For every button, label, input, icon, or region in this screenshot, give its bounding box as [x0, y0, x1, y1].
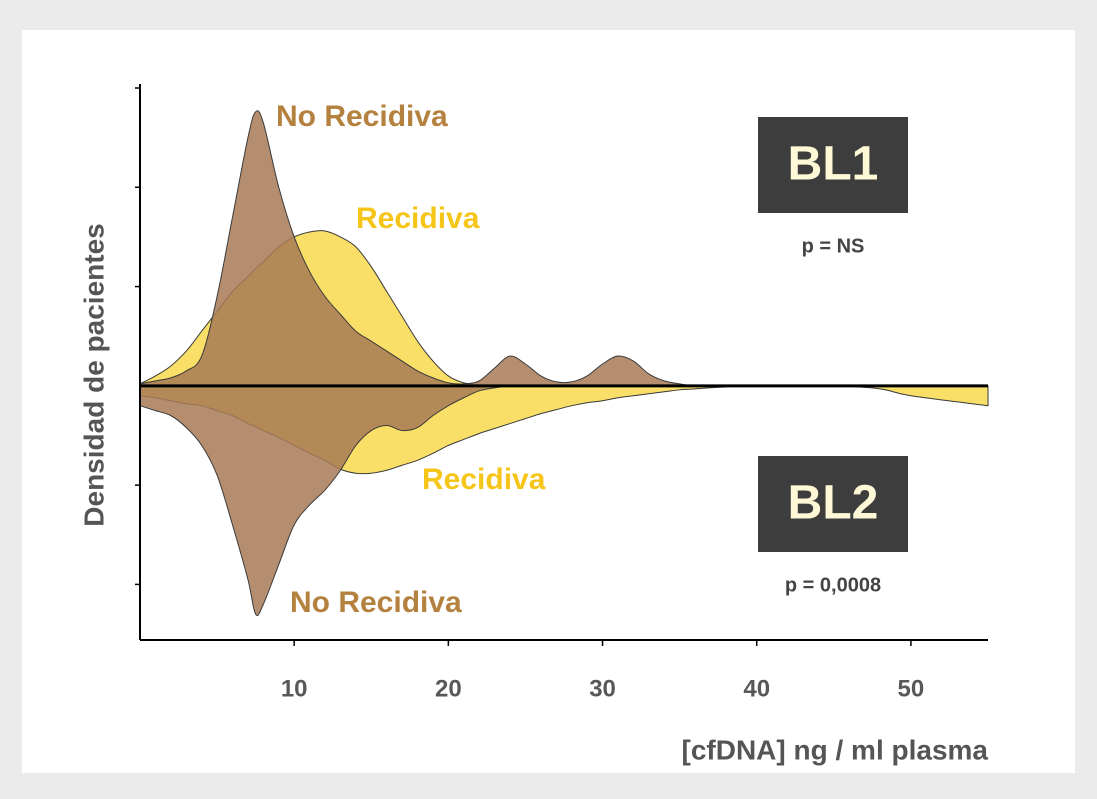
x-axis-title: [cfDNA] ng / ml plasma [682, 734, 989, 765]
panel-box [758, 117, 908, 213]
x-tick-label: 50 [898, 675, 925, 702]
x-tick-label: 40 [743, 675, 770, 702]
panel-label: BL2 [788, 477, 879, 530]
density-area [139, 110, 988, 387]
panel-label: BL1 [788, 138, 879, 191]
annotation: No Recidiva [276, 100, 448, 133]
p-value: p = 0,0008 [785, 574, 881, 596]
panel-box [758, 456, 908, 552]
x-tick-label: 20 [435, 675, 462, 702]
p-value: p = NS [802, 235, 865, 257]
y-axis-title: Densidad de pacientes [78, 223, 109, 526]
annotation: Recidiva [422, 463, 546, 496]
x-tick-label: 10 [281, 675, 308, 702]
x-tick-label: 30 [589, 675, 616, 702]
annotation: No Recidiva [290, 586, 462, 619]
annotation: Recidiva [356, 202, 480, 235]
